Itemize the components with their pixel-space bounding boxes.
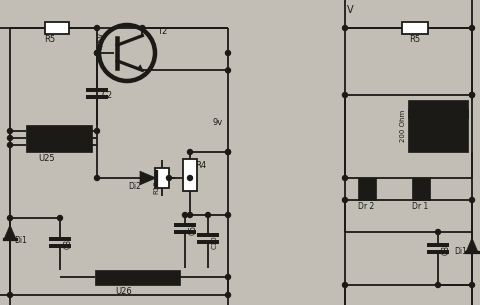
Circle shape	[226, 149, 230, 155]
Bar	[183, 159, 197, 191]
Circle shape	[226, 68, 230, 73]
Circle shape	[343, 175, 348, 181]
Circle shape	[469, 92, 475, 98]
Circle shape	[182, 213, 188, 217]
Polygon shape	[4, 225, 16, 239]
Text: R5: R5	[44, 35, 55, 44]
Circle shape	[343, 282, 348, 288]
Circle shape	[8, 292, 12, 297]
Circle shape	[343, 198, 348, 203]
Circle shape	[226, 213, 230, 217]
Text: C2: C2	[102, 91, 113, 100]
Circle shape	[226, 51, 230, 56]
Bar	[408, 109, 468, 118]
Text: Di2: Di2	[128, 182, 141, 191]
Circle shape	[226, 149, 230, 155]
Circle shape	[188, 213, 192, 217]
Circle shape	[95, 128, 99, 134]
Circle shape	[188, 175, 192, 181]
Text: R10: R10	[153, 180, 159, 194]
Text: Di1: Di1	[454, 247, 467, 256]
Text: Dr 2: Dr 2	[358, 202, 374, 211]
Circle shape	[343, 26, 348, 30]
Circle shape	[8, 142, 12, 148]
Text: R5: R5	[409, 35, 420, 44]
Bar	[358, 178, 376, 200]
Circle shape	[95, 51, 99, 56]
Circle shape	[469, 282, 475, 288]
Circle shape	[435, 229, 441, 235]
Circle shape	[8, 135, 12, 141]
Circle shape	[435, 282, 441, 288]
Bar	[412, 178, 430, 200]
Bar	[26, 125, 92, 152]
Circle shape	[226, 274, 230, 279]
Polygon shape	[466, 238, 478, 252]
Circle shape	[205, 213, 211, 217]
Circle shape	[95, 26, 99, 30]
Circle shape	[469, 92, 475, 98]
Text: Di1: Di1	[14, 236, 27, 245]
Circle shape	[469, 198, 475, 203]
Bar	[402, 22, 428, 34]
Circle shape	[167, 175, 171, 181]
Text: U25: U25	[38, 154, 55, 163]
Text: 9v: 9v	[213, 118, 223, 127]
Text: C5: C5	[189, 225, 198, 235]
Polygon shape	[137, 65, 143, 70]
Text: 200 Ohm: 200 Ohm	[400, 110, 406, 142]
Polygon shape	[140, 171, 156, 185]
Text: C8: C8	[442, 245, 451, 255]
Text: C3: C3	[64, 239, 73, 249]
Circle shape	[226, 292, 230, 297]
Circle shape	[140, 26, 145, 30]
Text: T2: T2	[157, 27, 167, 36]
Bar	[155, 168, 169, 188]
Circle shape	[8, 216, 12, 221]
Circle shape	[58, 216, 62, 221]
Circle shape	[469, 26, 475, 30]
Text: U26: U26	[115, 287, 132, 296]
Text: V: V	[347, 5, 354, 15]
Bar	[408, 100, 468, 152]
Text: Dr 1: Dr 1	[412, 202, 428, 211]
Text: 4.5V: 4.5V	[97, 31, 106, 49]
Bar	[95, 270, 180, 285]
Circle shape	[8, 128, 12, 134]
Text: C10: C10	[212, 235, 218, 249]
Bar	[45, 22, 69, 34]
Circle shape	[95, 51, 99, 56]
Circle shape	[188, 149, 192, 155]
Text: R4: R4	[195, 161, 206, 170]
Circle shape	[95, 175, 99, 181]
Circle shape	[343, 92, 348, 98]
